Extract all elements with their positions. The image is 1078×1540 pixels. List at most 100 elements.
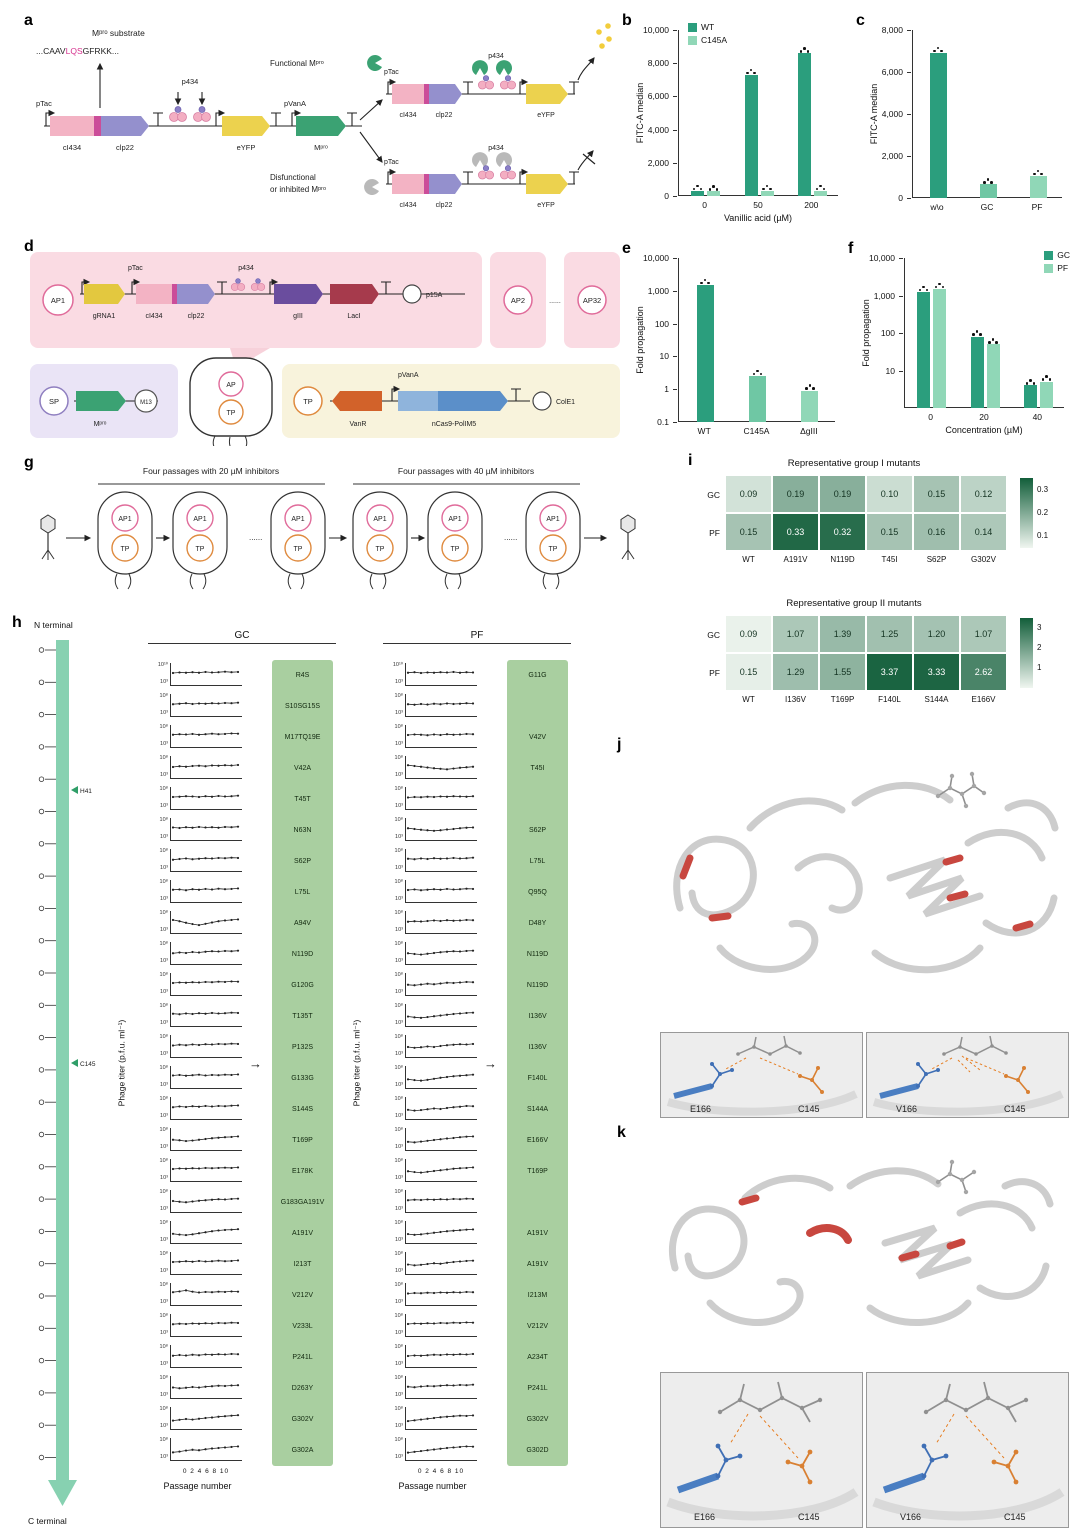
hbond-dashes	[929, 1055, 1005, 1075]
mpro-cleaving-icon	[496, 60, 512, 75]
branch-arrow-up	[359, 99, 383, 121]
ligand-sticks	[937, 773, 985, 807]
p15a-origin-icon	[402, 284, 422, 304]
phage-icon	[40, 514, 56, 561]
svg-text:M13: M13	[140, 400, 152, 406]
svg-text:TP: TP	[303, 397, 313, 406]
pvana-label: pVanA	[284, 99, 306, 108]
c145-label: C145	[798, 1512, 820, 1522]
panel-k-closeups: E166 C145 V166 C145	[660, 1372, 1069, 1528]
ligand-sticks	[937, 1161, 975, 1193]
passage-cell	[427, 491, 483, 590]
pf-phage-titer-ylabel: Phage titer (p.f.u. ml⁻¹)	[351, 1019, 362, 1107]
pf-arrow-icon: →	[484, 1056, 497, 1071]
ncas9-label: nCas9-PolIM5	[432, 421, 476, 428]
main-construct: pTac cI434 clp22 p434 eYFP pVanA Mᵖʳᵒ	[36, 77, 362, 152]
substrate-sequence: ...CAAVLQSGFRKK...	[36, 46, 119, 56]
ptac-label: pTac	[128, 265, 143, 272]
e166-label: E166	[694, 1512, 715, 1522]
pf-titer-plots: 10¹⁰ 10³ 10⁸ 10³ 10⁸ 10³ 10⁸ 10³ 10⁸ 10³ 10⁸ 10³ 10⁸…	[385, 660, 480, 1466]
repressor-icon	[499, 75, 517, 90]
e166-label: E166	[690, 1104, 711, 1114]
protein-arrow-head	[48, 1480, 77, 1506]
ribbon-gray	[673, 781, 1059, 974]
svg-text:pTac: pTac	[384, 69, 399, 76]
panel-j-label: j	[617, 736, 622, 753]
ligand-atoms	[935, 1159, 977, 1195]
ap1-plasmid-icon	[42, 284, 74, 316]
c145-label: C145	[1004, 1512, 1026, 1522]
ellipsis: ......	[504, 533, 517, 542]
branch-arrow-down	[359, 131, 383, 163]
svg-text:p434: p434	[488, 145, 504, 152]
panel-i-label: i	[688, 452, 693, 469]
svg-text:clp22: clp22	[436, 112, 453, 119]
svg-text:TP: TP	[294, 546, 303, 553]
svg-text:AP1: AP1	[118, 516, 131, 523]
svg-text:clp22: clp22	[436, 202, 453, 209]
panel-a-diagram: Mᵖʳᵒ substrate ...CAAVLQSGFRKK... pTac c…	[36, 23, 612, 209]
disfunctional-construct: Disfunctional or inhibited Mᵖʳᵒ pTac cI4…	[270, 145, 596, 209]
heatmap-group2: Representative group II mutants GC 0.09 1.0…	[707, 598, 1042, 704]
gc-mutation-list: R4S S10SG15S M17TQ19E V42A T45T N63N S62P L75L A…	[272, 660, 333, 1466]
svg-text:TP: TP	[121, 546, 130, 553]
panel-k-structure	[668, 1159, 1054, 1327]
panel-j-closeups: E166 C145 V166 C145	[660, 1032, 1069, 1118]
pf-passage-xticks: 0 2 4 6 8 10	[417, 1468, 465, 1475]
svg-text:cI434: cI434	[399, 112, 416, 119]
gc-column-header: GC	[148, 630, 336, 644]
panel-d-label: d	[24, 238, 34, 255]
passage-cell	[525, 491, 581, 590]
panel-k-label: k	[617, 1124, 626, 1141]
c-terminal-label: C terminal	[28, 1516, 67, 1526]
chart-fold-propagation-inhibitor: Fold propagation 10 100 1,000 10,000 0 20 40 Con…	[861, 250, 1070, 435]
protein-arrow-body	[56, 640, 69, 1480]
repressor-icon	[499, 165, 517, 180]
c145-marker-icon	[71, 1059, 78, 1067]
panel-j-structure	[673, 771, 1059, 974]
h41-marker-icon	[71, 786, 78, 794]
p15a-label: p15A	[426, 292, 443, 299]
svg-text:p434: p434	[238, 265, 254, 272]
c145-label: C145	[798, 1104, 820, 1114]
panel-b-label: b	[622, 12, 632, 29]
svg-text:cI434: cI434	[145, 313, 162, 320]
svg-text:AP1: AP1	[291, 516, 304, 523]
pf-passage-xlabel: Passage number	[398, 1481, 467, 1491]
heatmap-group1: Representative group I mutants GC 0.09 0.19…	[707, 458, 1049, 564]
inactive-mpro-icon	[496, 152, 512, 167]
eyfp-label: eYFP	[237, 143, 256, 152]
v166-label: V166	[896, 1104, 917, 1114]
repressor-icon	[477, 75, 495, 90]
svg-text:AP2: AP2	[511, 296, 525, 305]
cole1-label: ColE1	[556, 399, 575, 406]
closeup-e166: E166 C145	[660, 1372, 863, 1528]
grna1-label: gRNA1	[93, 313, 116, 320]
panel-g-diagram: Four passages with 20 µM inhibitors Four…	[40, 466, 636, 590]
functional-label: Functional Mᵖʳᵒ	[270, 59, 324, 68]
svg-text:TP: TP	[227, 410, 236, 417]
passage-cell	[270, 491, 326, 590]
svg-text:TP: TP	[451, 546, 460, 553]
v166-label: V166	[900, 1512, 921, 1522]
disfunctional-label-2: or inhibited Mᵖʳᵒ	[270, 185, 326, 194]
svg-text:AP1: AP1	[193, 516, 206, 523]
gc-arrow-icon: →	[249, 1056, 262, 1071]
functional-construct: Functional Mᵖʳᵒ pTac cI434 clp22 p434 eY…	[270, 23, 612, 119]
ellipsis: ......	[249, 533, 262, 542]
mutation-highlights-red	[738, 1194, 966, 1262]
inactive-mpro-icon	[472, 152, 488, 167]
chart-fitc-vanillic: FITC-A median 0 2,000 4,000 6,000 8,000 10,000…	[628, 18, 846, 230]
closeup-e166: E166 C145	[660, 1032, 863, 1118]
repressor-icon	[477, 165, 495, 180]
panel-a-label: a	[24, 12, 33, 29]
passages-40-label: Four passages with 40 µM inhibitors	[398, 466, 534, 476]
ap-plasmid-region	[30, 252, 482, 348]
svg-text:cI434: cI434	[399, 202, 416, 209]
laci-label: LacI	[347, 313, 360, 320]
n-terminal-label: N terminal	[34, 620, 73, 630]
inactive-mpro-icon	[364, 179, 379, 195]
svg-text:AP1: AP1	[448, 516, 461, 523]
panel-g-label: g	[24, 454, 34, 471]
clp22-label: clp22	[116, 143, 134, 152]
